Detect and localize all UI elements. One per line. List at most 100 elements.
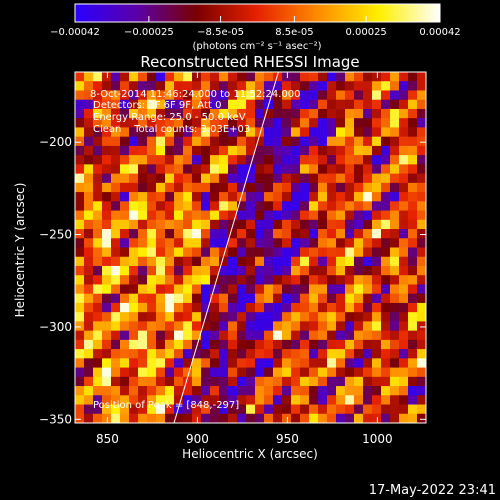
heatmap-cell [381,182,391,193]
heatmap-cell [120,164,130,175]
heatmap-cell [183,192,193,202]
heatmap-cell [300,404,310,415]
heatmap-cell [246,229,256,239]
heatmap-cell [228,201,238,211]
heatmap-cell [345,386,355,396]
heatmap-cell [246,81,256,91]
heatmap-cell [102,395,112,405]
heatmap-cell [345,145,355,156]
heatmap-cell [165,339,175,350]
heatmap-cell [390,358,400,368]
heatmap-cell [120,173,130,184]
heatmap-cell [201,349,211,359]
heatmap-cell [282,339,292,350]
heatmap-cell [93,312,103,322]
heatmap-cell [408,118,418,128]
heatmap-cell [417,155,426,165]
heatmap-cell [237,164,247,175]
heatmap-cell [246,349,256,359]
heatmap-cell [219,386,229,396]
heatmap-cell [84,219,94,230]
heatmap-cell [75,321,85,332]
heatmap-cell [156,330,166,341]
heatmap-cell [192,358,202,368]
heatmap-cell [354,312,364,322]
heatmap-cell [228,127,238,138]
heatmap-cell [237,386,247,396]
heatmap-cell [228,173,238,184]
heatmap-cell [129,238,139,248]
heatmap-cell [372,312,382,322]
heatmap-cell [156,321,166,332]
heatmap-cell [273,413,283,423]
heatmap-cell [318,256,328,267]
heatmap-cell [111,330,121,341]
heatmap-cell [300,201,310,211]
heatmap-cell [399,201,409,211]
heatmap-cell [120,99,130,110]
heatmap-cell [417,293,426,304]
heatmap-cell [381,90,391,101]
heatmap-cell [147,108,157,119]
heatmap-cell [192,256,202,267]
heatmap-cell [399,72,409,82]
heatmap-cell [84,229,94,239]
heatmap-cell [372,247,382,258]
heatmap-cell [309,275,319,285]
heatmap-cell [111,275,121,285]
heatmap-cell [246,192,256,202]
heatmap-cell [201,413,211,423]
heatmap-cell [300,127,310,138]
heatmap-cell [264,81,274,91]
heatmap-cell [183,90,193,101]
heatmap-cell [129,293,139,304]
heatmap-cell [336,182,346,193]
heatmap-cell [255,275,265,285]
heatmap-cell [381,81,391,91]
heatmap-cell [417,173,426,184]
heatmap-cell [291,284,301,295]
heatmap-cell [291,358,301,368]
heatmap-cell [264,229,274,239]
heatmap-cell [408,275,418,285]
heatmap-cell [273,395,283,405]
heatmap-cell [354,118,364,128]
heatmap-cell [390,256,400,267]
heatmap-cell [309,349,319,359]
heatmap-cell [174,265,184,276]
heatmap-cell [282,404,292,415]
heatmap-cell [201,145,211,156]
heatmap-cell [345,284,355,295]
heatmap-cell [102,201,112,211]
heatmap-cell [363,293,373,304]
heatmap-cell [399,118,409,128]
heatmap-cell [201,330,211,341]
heatmap-cell [156,284,166,295]
heatmap-cell [84,358,94,368]
heatmap-cell [156,201,166,211]
heatmap-cell [165,312,175,322]
heatmap-cell [336,164,346,175]
heatmap-cell [318,127,328,138]
heatmap-cell [183,173,193,184]
heatmap-cell [417,238,426,248]
heatmap-cell [210,145,220,156]
heatmap-cell [408,90,418,101]
heatmap-cell [246,155,256,165]
heatmap-cell [282,265,292,276]
heatmap-cell [372,376,382,387]
heatmap-cell [174,173,184,184]
heatmap-cell [75,173,85,184]
heatmap-cell [255,108,265,119]
heatmap-cell [246,284,256,295]
heatmap-cell [318,99,328,110]
heatmap-cell [345,108,355,119]
heatmap-cell [165,293,175,304]
heatmap-cell [354,275,364,285]
heatmap-cell [354,293,364,304]
heatmap-cell [255,173,265,184]
heatmap-cell [219,265,229,276]
heatmap-cell [300,238,310,248]
heatmap-cell [336,265,346,276]
